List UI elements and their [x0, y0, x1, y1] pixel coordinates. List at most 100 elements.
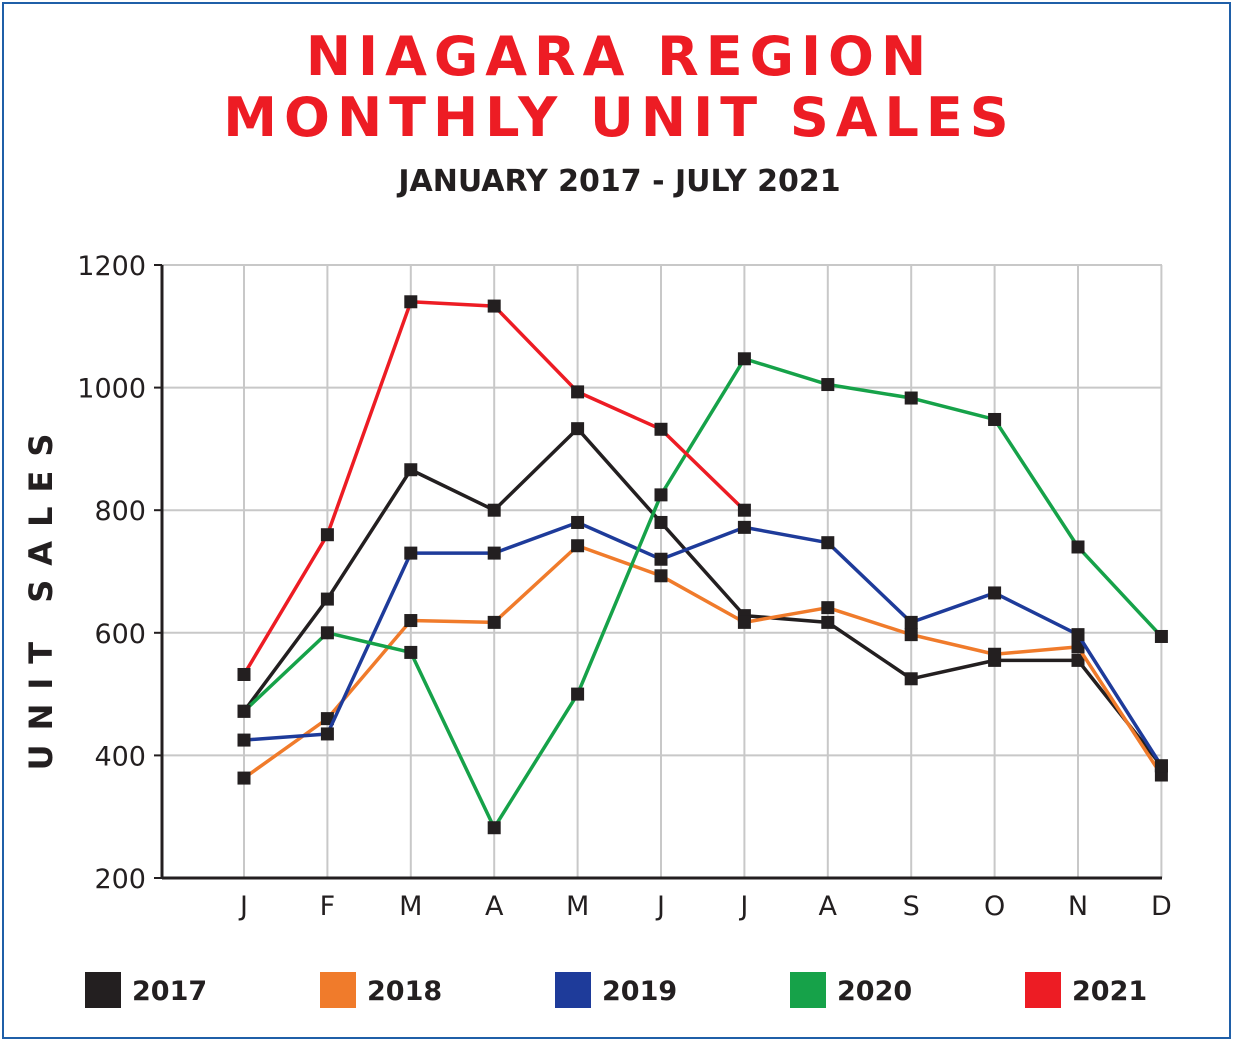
- data-point-marker: [1071, 653, 1085, 667]
- x-tick-label: J: [738, 891, 748, 922]
- chart-title-line2: MONTHLY UNIT SALES: [223, 86, 1016, 149]
- legend-swatch: [85, 972, 121, 1008]
- chart-title-line1: NIAGARA REGION: [305, 25, 934, 88]
- x-tick-label: M: [399, 891, 422, 922]
- series-line-2017: [242, 426, 1163, 767]
- data-point-marker: [404, 546, 418, 560]
- data-point-marker: [404, 645, 418, 659]
- data-point-marker: [320, 712, 334, 726]
- series-2018: [237, 539, 1168, 785]
- data-point-marker: [988, 647, 1002, 661]
- data-point-marker: [988, 586, 1002, 600]
- legend-label: 2019: [602, 976, 677, 1007]
- legend-swatch: [790, 972, 826, 1008]
- data-point-marker: [1154, 629, 1168, 643]
- data-point-marker: [737, 503, 751, 517]
- data-point-marker: [1071, 640, 1085, 654]
- data-point-marker: [654, 569, 668, 583]
- data-point-marker: [1154, 759, 1168, 773]
- data-point-marker: [237, 704, 251, 718]
- legend-label: 2017: [132, 976, 207, 1007]
- data-point-marker: [571, 515, 585, 529]
- y-tick-label: 1000: [77, 374, 146, 405]
- x-tick-label: F: [320, 891, 336, 922]
- data-point-marker: [487, 821, 501, 835]
- data-point-marker: [571, 539, 585, 553]
- data-point-marker: [571, 422, 585, 436]
- x-tick-label: J: [655, 891, 665, 922]
- y-axis-label: UNIT SALES: [22, 420, 60, 771]
- series-2021: [237, 295, 751, 681]
- data-point-marker: [737, 615, 751, 629]
- data-point-marker: [654, 515, 668, 529]
- data-point-marker: [737, 352, 751, 366]
- data-point-marker: [654, 422, 668, 436]
- data-point-marker: [904, 672, 918, 686]
- data-point-marker: [904, 391, 918, 405]
- data-point-marker: [571, 687, 585, 701]
- series-2019: [237, 515, 1168, 773]
- data-point-marker: [320, 626, 334, 640]
- legend-swatch: [1025, 972, 1061, 1008]
- x-tick-label: A: [485, 891, 504, 922]
- legend-item-2019: 2019: [555, 972, 677, 1008]
- legend-item-2021: 2021: [1025, 972, 1147, 1008]
- y-tick-label: 600: [94, 619, 146, 650]
- data-point-marker: [821, 378, 835, 392]
- data-point-marker: [320, 592, 334, 606]
- y-tick-labels: 200 400 600 800 1000 1200: [77, 251, 146, 895]
- x-tick-label: A: [819, 891, 838, 922]
- data-point-marker: [404, 463, 418, 477]
- y-tick-label: 800: [94, 496, 146, 527]
- x-tick-label: J: [238, 891, 248, 922]
- x-tick-label: N: [1068, 891, 1088, 922]
- series-lines: [237, 295, 1168, 835]
- series-line-2019: [243, 520, 1163, 767]
- x-tick-label: S: [903, 891, 920, 922]
- data-point-marker: [821, 601, 835, 615]
- data-point-marker: [404, 295, 418, 309]
- data-point-marker: [237, 771, 251, 785]
- chart-subtitle: JANUARY 2017 - JULY 2021: [398, 164, 841, 199]
- y-tick-label: 400: [94, 741, 146, 772]
- x-tick-label: D: [1151, 891, 1172, 922]
- data-point-marker: [904, 628, 918, 642]
- data-point-marker: [320, 528, 334, 542]
- data-point-marker: [821, 536, 835, 550]
- legend-item-2020: 2020: [790, 972, 912, 1008]
- series-2020: [237, 352, 1168, 835]
- data-point-marker: [237, 733, 251, 747]
- y-tick-label: 200: [94, 864, 146, 895]
- data-point-marker: [487, 503, 501, 517]
- legend-swatch: [555, 972, 591, 1008]
- data-point-marker: [487, 546, 501, 560]
- series-line-2018: [242, 544, 1163, 780]
- series-line-2020: [242, 357, 1163, 830]
- data-point-marker: [904, 615, 918, 629]
- legend-label: 2021: [1072, 976, 1147, 1007]
- data-point-marker: [404, 614, 418, 628]
- x-tick-label: O: [984, 891, 1005, 922]
- legend-label: 2020: [837, 976, 912, 1007]
- data-point-marker: [571, 385, 585, 399]
- data-point-marker: [320, 727, 334, 741]
- y-tick-label: 1200: [77, 251, 146, 282]
- axes: [154, 264, 1162, 880]
- legend-label: 2018: [367, 976, 442, 1007]
- x-tick-label: M: [566, 891, 589, 922]
- data-point-marker: [654, 552, 668, 566]
- data-point-marker: [821, 615, 835, 629]
- legend: 2017 2018 2019 2020 2021: [85, 972, 1147, 1008]
- legend-item-2017: 2017: [85, 972, 207, 1008]
- data-point-marker: [237, 667, 251, 681]
- data-point-marker: [737, 520, 751, 534]
- data-point-marker: [487, 299, 501, 313]
- data-point-marker: [487, 615, 501, 629]
- data-point-marker: [654, 488, 668, 502]
- data-point-marker: [1071, 628, 1085, 642]
- data-point-marker: [1071, 540, 1085, 554]
- data-point-marker: [988, 412, 1002, 426]
